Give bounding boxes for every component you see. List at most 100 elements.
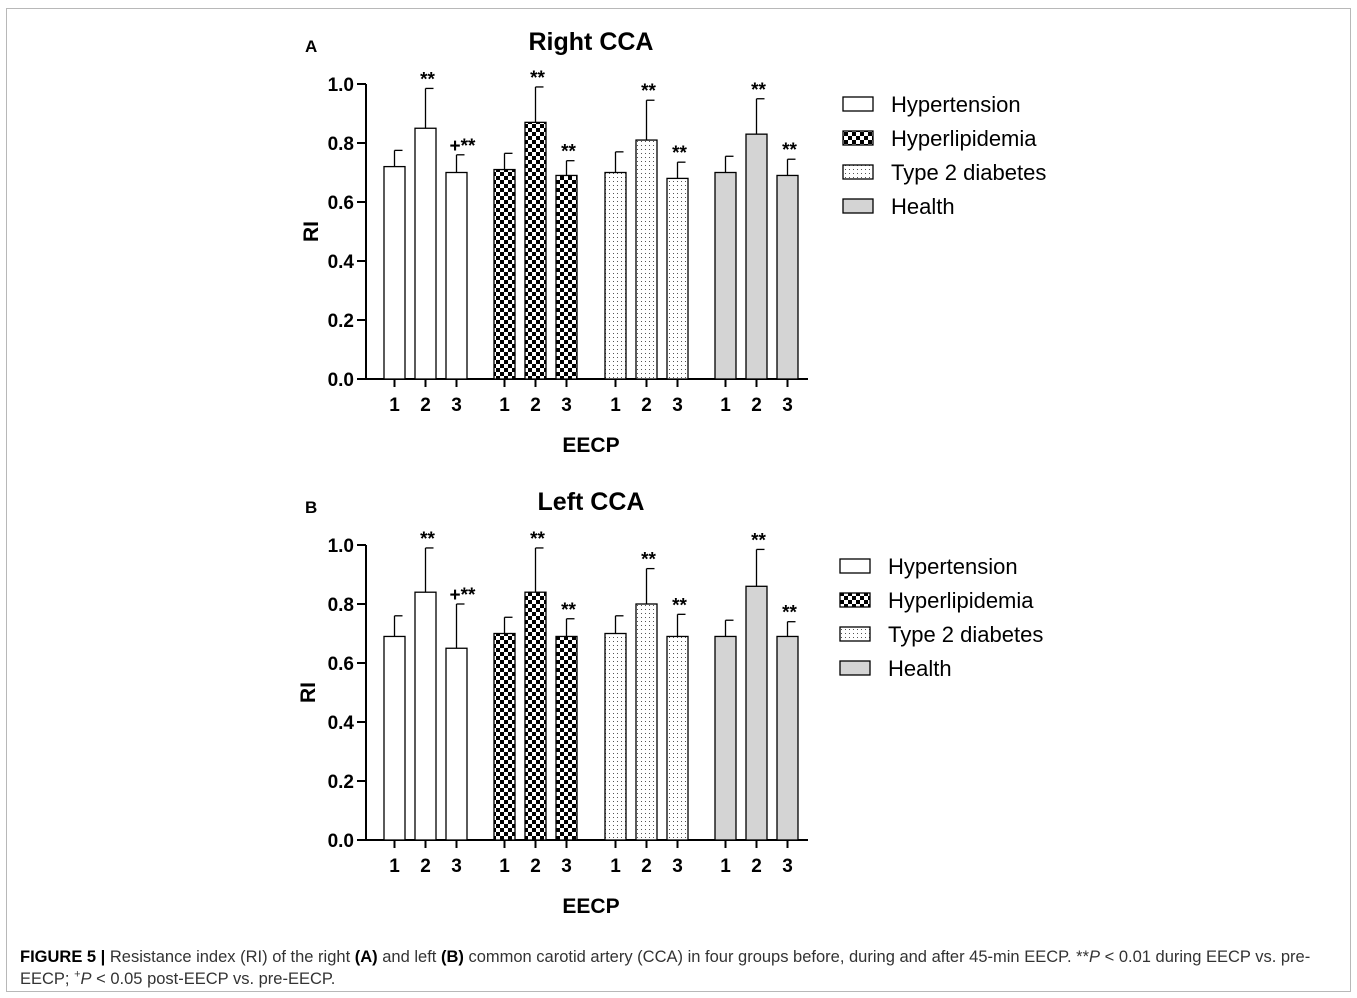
p2-x-tick-label: 3 <box>782 856 793 877</box>
p2-bar-hyperlipidemia <box>524 591 547 841</box>
caption-text-1: Resistance index (RI) of the right <box>105 948 355 966</box>
p2-significance-label: ** <box>672 595 687 616</box>
p2-legend-label-type-2-diabetes: Type 2 diabetes <box>888 622 1043 647</box>
p1-significance-label: ** <box>420 69 435 90</box>
p2-bar-hypertension <box>445 647 468 841</box>
p1-bar-hyperlipidemia <box>555 174 578 380</box>
p1-x-tick-label: 2 <box>420 395 431 416</box>
caption-text-2: and left <box>377 948 441 966</box>
p1-bar-hyperlipidemia <box>493 168 516 380</box>
p2-chart-title: Left CCA <box>538 488 645 516</box>
p2-x-tick-label: 2 <box>751 856 762 877</box>
p2-x-tick-label: 2 <box>641 856 652 877</box>
caption-label: FIGURE 5 | <box>20 948 106 966</box>
p2-x-tick-label: 1 <box>720 856 731 877</box>
p2-bar-health <box>745 585 768 841</box>
p2-bar-type-2-diabetes <box>604 632 627 841</box>
p2-x-tick-label: 2 <box>530 856 541 877</box>
p1-legend-label-type-2-diabetes: Type 2 diabetes <box>891 160 1046 185</box>
p2-significance-label: ** <box>561 600 576 621</box>
p1-significance-label: ** <box>782 140 797 161</box>
p1-x-tick-label: 3 <box>672 395 683 416</box>
p2-y-tick-label: 0.8 <box>328 595 354 616</box>
p1-significance-label: ** <box>641 81 656 102</box>
p1-x-tick-label: 2 <box>641 395 652 416</box>
p1-x-axis-label: EECP <box>562 434 619 457</box>
caption-p1: P <box>1089 948 1101 966</box>
p1-bar-health <box>714 171 737 380</box>
p2-y-tick-label: 0.2 <box>328 772 354 793</box>
p2-bar-hyperlipidemia <box>555 635 578 841</box>
p1-y-axis-label: RI <box>300 221 323 242</box>
p2-legend-label-hypertension: Hypertension <box>888 554 1018 579</box>
p2-bar-hypertension <box>383 635 406 841</box>
p1-x-tick-label: 2 <box>530 395 541 416</box>
p1-legend-swatch-hypertension <box>842 96 874 112</box>
caption-p2: P <box>80 970 92 988</box>
p1-bar-type-2-diabetes <box>635 139 658 380</box>
p2-legend-label-hyperlipidemia: Hyperlipidemia <box>888 588 1034 613</box>
p1-legend-swatch-type-2-diabetes <box>842 164 874 180</box>
p2-panel-label: B <box>305 498 317 517</box>
p1-significance-label: ** <box>751 80 766 101</box>
p1-bar-type-2-diabetes <box>666 177 689 380</box>
p1-y-tick-label: 0.8 <box>328 134 354 155</box>
p1-legend-label-hypertension: Hypertension <box>891 92 1021 117</box>
p1-chart-title: Right CCA <box>529 28 654 56</box>
p1-bar-hypertension <box>383 165 406 380</box>
p2-x-tick-label: 3 <box>672 856 683 877</box>
p2-bar-type-2-diabetes <box>635 603 658 841</box>
p2-significance-label: ** <box>420 529 435 550</box>
p1-bar-type-2-diabetes <box>604 171 627 380</box>
p2-significance-label: ** <box>782 603 797 624</box>
p2-y-tick-label: 0.4 <box>328 713 355 734</box>
figure-caption: FIGURE 5 | Resistance index (RI) of the … <box>20 946 1330 990</box>
p1-bar-health <box>776 174 799 380</box>
p2-x-tick-label: 2 <box>420 856 431 877</box>
p1-x-tick-label: 3 <box>782 395 793 416</box>
caption-text-5: < 0.05 post-EECP vs. pre-EECP. <box>91 970 336 988</box>
caption-sup: + <box>74 968 81 981</box>
p1-legend-swatch-hyperlipidemia <box>842 130 874 146</box>
p1-legend-label-health: Health <box>891 194 955 219</box>
p2-x-tick-label: 1 <box>610 856 621 877</box>
p1-legend-label-hyperlipidemia: Hyperlipidemia <box>891 126 1037 151</box>
p2-bar-hypertension <box>414 591 437 841</box>
p1-bar-health <box>745 133 768 380</box>
p2-y-axis-label: RI <box>297 682 320 703</box>
p1-legend-swatch-health <box>842 198 874 214</box>
caption-ref-a: (A) <box>354 948 378 966</box>
p2-significance-label: ** <box>751 530 766 551</box>
p2-y-tick-label: 1.0 <box>328 536 354 557</box>
p2-bar-hyperlipidemia <box>493 632 516 841</box>
caption-text-4: < 0.01 during EECP vs. pre-EECP; <box>20 948 1311 988</box>
p2-bar-health <box>714 635 737 841</box>
p2-x-tick-label: 1 <box>499 856 510 877</box>
p2-legend-swatch-hypertension <box>839 558 871 574</box>
p1-y-tick-label: 0.0 <box>328 370 354 391</box>
p1-bar-hypertension <box>414 127 437 380</box>
p2-bar-health <box>776 635 799 841</box>
p1-x-tick-label: 1 <box>610 395 621 416</box>
p1-y-tick-label: 0.4 <box>328 252 355 273</box>
p2-y-tick-label: 0.0 <box>328 831 354 852</box>
p2-x-tick-label: 3 <box>561 856 572 877</box>
p2-legend-swatch-health <box>839 660 871 676</box>
p1-x-tick-label: 1 <box>389 395 400 416</box>
p1-x-tick-label: 1 <box>499 395 510 416</box>
p2-x-tick-label: 1 <box>389 856 400 877</box>
p2-significance-label: ** <box>641 550 656 571</box>
p1-significance-label: +** <box>450 136 476 157</box>
p2-bar-type-2-diabetes <box>666 635 689 841</box>
p2-x-tick-label: 3 <box>451 856 462 877</box>
p1-significance-label: ** <box>561 142 576 163</box>
p2-legend-label-health: Health <box>888 656 952 681</box>
p2-y-tick-label: 0.6 <box>328 654 354 675</box>
caption-ref-b: (B) <box>440 948 464 966</box>
figure-charts: A Right CCA 0.0 0.2 0.4 0.6 0.8 1.0 RI 1 ** 2 +** 3 1 *… <box>297 28 1046 918</box>
caption-text-3: common carotid artery (CCA) in four grou… <box>463 948 1090 966</box>
p1-x-tick-label: 2 <box>751 395 762 416</box>
p1-significance-label: ** <box>530 68 545 89</box>
p1-y-tick-label: 0.2 <box>328 311 354 332</box>
p2-legend-swatch-type-2-diabetes <box>839 626 871 642</box>
